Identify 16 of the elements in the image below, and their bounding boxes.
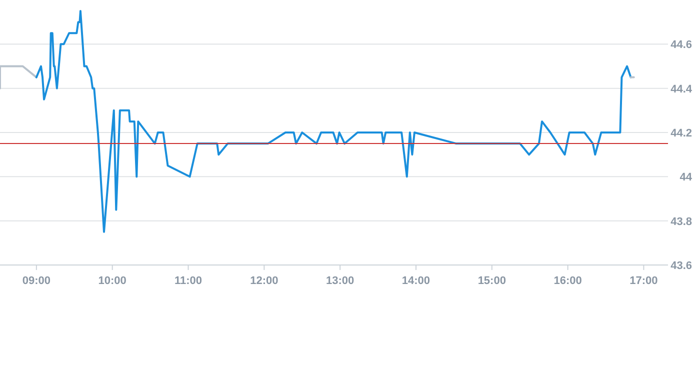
x-tick-label: 10:00 xyxy=(98,275,126,287)
y-tick-label: 44.2 xyxy=(670,128,692,140)
y-tick-label: 43.6 xyxy=(670,260,692,272)
x-tick-label: 16:00 xyxy=(554,275,582,287)
x-tick-label: 17:00 xyxy=(630,275,658,287)
y-tick-label: 44.4 xyxy=(670,83,693,96)
x-tick-label: 12:00 xyxy=(250,275,278,287)
x-tick-label: 13:00 xyxy=(326,275,354,287)
line-series xyxy=(35,10,632,233)
y-tick-label: 44 xyxy=(680,172,693,184)
x-tick-label: 14:00 xyxy=(402,275,430,287)
y-tick-label: 44.6 xyxy=(670,39,692,52)
y-tick-label: 43.8 xyxy=(670,216,692,228)
x-tick-label: 15:00 xyxy=(478,275,506,287)
x-tick-label: 11:00 xyxy=(174,275,202,287)
x-tick-label: 09:00 xyxy=(22,275,51,287)
